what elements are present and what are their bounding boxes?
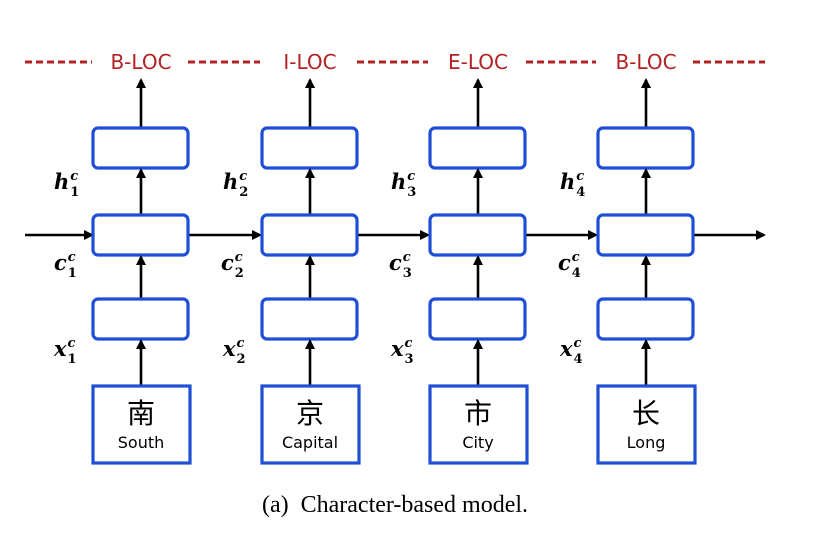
column-3: 市 City hc 3 cc 3 xc 3 [389,78,529,465]
output-box-4 [596,126,695,170]
lstm-cell-box-2 [260,213,359,257]
tag-label-3: E-LOC [448,50,508,74]
char-box-2 [260,384,361,465]
c-label-2: cc 2 [221,250,244,281]
h-label-4: hc 4 [560,169,585,200]
char-gloss-4: Long [627,433,666,452]
h-label-2: hc 2 [223,169,248,200]
tag-label-4: B-LOC [615,50,676,74]
h-label-1: hc 1 [54,169,79,200]
output-box-2 [260,126,359,170]
column-4: 长 Long hc 4 cc 4 xc 4 [558,78,697,465]
output-box-3 [428,126,527,170]
column-1: 南 South hc 1 cc 1 xc 1 [53,78,192,465]
char-glyph-1: 南 [127,397,155,430]
figure-caption: (a) Character-based model. [262,492,528,518]
h-label-3: hc 3 [391,169,416,200]
char-glyph-3: 市 [464,397,492,430]
char-box-1 [91,384,192,465]
tag-label-1: B-LOC [110,50,171,74]
char-glyph-2: 京 [296,397,324,430]
embedding-box-3 [428,297,527,341]
output-box-1 [91,126,190,170]
x-label-2: xc 2 [222,336,246,367]
c-label-1: cc 1 [54,250,77,281]
embedding-box-2 [260,297,359,341]
lstm-cell-box-3 [428,213,527,257]
c-label-4: cc 4 [558,250,581,281]
char-box-3 [428,384,529,465]
lstm-cell-box-4 [596,213,695,257]
column-2: 京 Capital hc 2 cc 2 xc 2 [221,78,361,465]
x-label-3: xc 3 [390,336,414,367]
x-label-1: xc 1 [53,336,77,367]
char-gloss-3: City [462,433,493,452]
char-gloss-1: South [118,433,165,452]
c-label-3: cc 3 [389,250,412,281]
lstm-cell-box-1 [91,213,190,257]
tag-label-2: I-LOC [283,50,336,74]
char-gloss-2: Capital [282,433,338,452]
embedding-box-1 [91,297,190,341]
char-box-4 [596,384,697,465]
x-label-4: xc 4 [559,336,583,367]
char-glyph-4: 长 [632,397,660,430]
embedding-box-4 [596,297,695,341]
